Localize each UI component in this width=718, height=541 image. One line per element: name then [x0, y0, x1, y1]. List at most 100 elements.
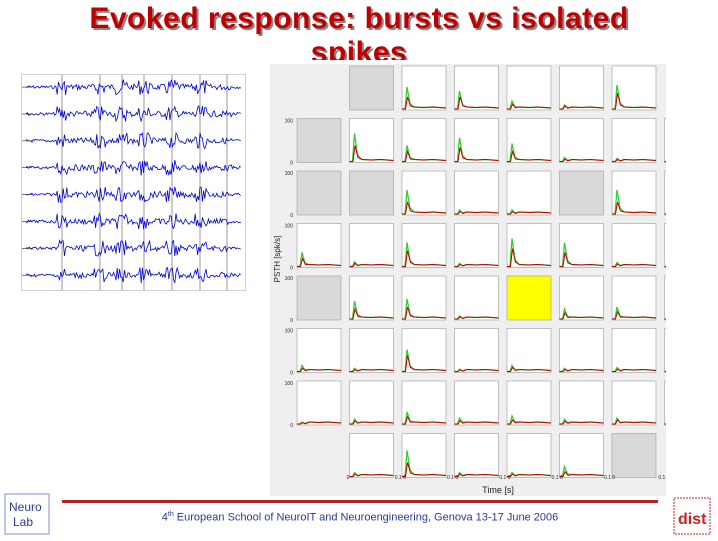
psth-burst-line-r6c3 [402, 355, 447, 372]
psth-cell-r1c4 [454, 65, 499, 111]
psth-ylabel: PSTH [spk/s] [273, 236, 282, 283]
psth-burst-line-r3c5 [507, 210, 552, 215]
psth-cell-r8c7 [611, 433, 657, 478]
psth-burst-line-r1c6 [559, 105, 604, 110]
logo-left-line2: Lab [13, 515, 33, 529]
psth-cell-r4c3 [401, 223, 447, 268]
raw-trace-5 [25, 186, 242, 204]
footer-superscript: th [167, 511, 174, 518]
title-line-1: Evoked response: bursts vs isolated [89, 2, 629, 35]
psth-cell-r6c4 [454, 328, 499, 373]
psth-cell-r4c7 [611, 223, 657, 268]
psth-xtick-4: 0.1 0 [552, 475, 563, 481]
psth-cell-r2c8 [664, 118, 709, 163]
psth-burst-line-r5c2 [349, 307, 394, 320]
psth-burst-line-r3c7 [612, 201, 657, 215]
footer-event: European School of NeuroIT and Neuroengi… [173, 511, 559, 524]
psth-cell-r7c5 [506, 380, 552, 426]
raw-trace-2 [25, 105, 241, 123]
psth-cell-r5c3 [401, 275, 447, 321]
psth-cell-r6c8 [664, 328, 709, 373]
psth-burst-line-r4c6 [559, 252, 604, 267]
psth-burst-line-r6c5 [507, 366, 552, 372]
psth-cell-r6c5 [506, 328, 552, 373]
psth-burst-line-r2c5 [507, 149, 552, 162]
psth-cell-r1c5 [506, 65, 552, 111]
psth-burst-line-r4c4 [454, 263, 499, 267]
psth-burst-line-r7c4 [454, 420, 499, 425]
psth-cell-r7c8 [664, 380, 709, 426]
psth-cell-r4c2 [349, 223, 394, 268]
psth-burst-line-r8c4 [454, 473, 499, 477]
psth-cell-r8c4 [454, 433, 499, 478]
psth-ytick-bottom-6: 0 [290, 423, 293, 429]
raw-trace-4 [25, 160, 242, 176]
title-line-2: spikes [310, 36, 408, 60]
footer-text: 4th European School of NeuroIT and Neuro… [60, 511, 660, 524]
psth-burst-line-r1c7 [612, 92, 657, 110]
raw-trace-7 [25, 239, 242, 257]
psth-ytick-bottom-4: 0 [290, 318, 293, 324]
psth-cell-r2c5 [506, 118, 552, 163]
raw-trace-1 [25, 79, 241, 96]
psth-cell-r6c7 [611, 328, 657, 373]
psth-burst-line-r6c4 [454, 368, 499, 372]
psth-cell-r2c1 [296, 118, 342, 163]
logo-left-line1: Neuro [9, 500, 42, 514]
psth-burst-line-r5c6 [559, 311, 604, 320]
neurolab-logo: Neuro Lab [4, 493, 50, 535]
psth-xtick-1: 0.1 0 [395, 475, 406, 481]
psth-cell-r1c6 [559, 65, 604, 111]
psth-burst-line-r6c6 [559, 368, 604, 372]
raw-recordings-plot [22, 75, 242, 290]
psth-cell-r3c6 [559, 170, 604, 216]
psth-burst-line-r5c4 [454, 316, 499, 320]
psth-cell-r1c3 [401, 65, 447, 111]
psth-xtick-3: 0.1 0 [499, 475, 510, 481]
psth-burst-line-r8c3 [402, 462, 447, 477]
psth-burst-line-r4c3 [402, 250, 447, 267]
psth-burst-line-r7c2 [349, 420, 394, 425]
psth-burst-line-r1c5 [507, 103, 552, 110]
psth-cell-r7c6 [559, 380, 604, 426]
psth-cell-r6c3 [401, 328, 447, 373]
slide-title: Evoked response: bursts vs isolated spik… [0, 2, 718, 60]
psth-ytick-top-6: 100 [285, 381, 294, 387]
psth-cell-r4c8 [664, 223, 709, 268]
psth-burst-line-r5c7 [612, 310, 657, 320]
psth-grid-panel: 100 0 100 0 100 0 100 0 100 0 100 0 PSTH [spk/s] 0 0.1… [270, 64, 709, 496]
psth-cell-r2c2 [349, 118, 394, 163]
psth-ytick-bottom-1: 0 [290, 161, 293, 167]
psth-xtick-2: 0.1 0 [447, 475, 458, 481]
psth-cell-r3c1 [296, 170, 342, 216]
psth-grid-plot: 100 0 100 0 100 0 100 0 100 0 100 0 PSTH [spk/s] 0 0.1… [273, 65, 709, 495]
psth-cell-r5c8 [664, 275, 709, 321]
psth-cell-r8c2 [349, 433, 394, 478]
psth-burst-line-r7c1 [297, 421, 342, 425]
psth-cell-r2c3 [401, 118, 447, 163]
psth-cell-r5c1 [296, 275, 342, 321]
raw-recordings-panel [21, 74, 246, 291]
psth-burst-line-r4c2 [349, 262, 394, 267]
psth-burst-line-r6c7 [612, 368, 657, 372]
psth-burst-line-r7c5 [507, 419, 552, 425]
psth-burst-line-r3c3 [402, 201, 447, 215]
psth-burst-line-r7c3 [402, 415, 447, 425]
psth-burst-line-r4c7 [612, 263, 657, 267]
psth-ytick-bottom-3: 0 [290, 266, 293, 272]
footer-divider [62, 500, 658, 503]
psth-burst-line-r8c5 [507, 473, 552, 477]
psth-cell-r3c8 [664, 170, 709, 216]
psth-cell-r5c5 [506, 275, 552, 321]
psth-ytick-top-5: 100 [285, 329, 294, 335]
psth-burst-line-r2c7 [612, 158, 657, 162]
psth-cell-r4c4 [454, 223, 499, 268]
psth-xtick-5: 0.1 0 [604, 475, 615, 481]
psth-cell-r1c2 [349, 65, 394, 111]
psth-burst-line-r2c2 [349, 145, 394, 162]
psth-burst-line-r7c7 [612, 419, 657, 425]
psth-burst-line-r6c1 [297, 367, 342, 372]
psth-cell-r4c6 [559, 223, 604, 268]
psth-cell-r3c2 [349, 170, 394, 216]
dist-logo: dist [672, 496, 712, 536]
